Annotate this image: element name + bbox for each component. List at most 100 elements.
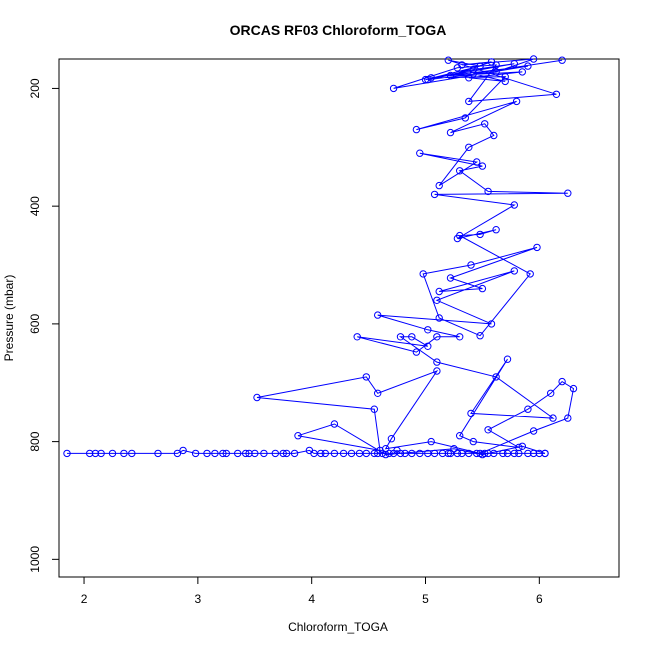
data-point: [245, 449, 253, 458]
data-point: [412, 125, 421, 134]
data-point: [120, 449, 128, 458]
y-axis: 200 400 600 800 1000: [28, 78, 60, 573]
y-tick-label: 800: [28, 431, 42, 451]
data-point: [173, 449, 182, 458]
series-line-1: [67, 449, 545, 454]
data-point: [317, 449, 325, 458]
data-point: [433, 296, 441, 304]
data-point: [446, 274, 455, 282]
data-point: [419, 270, 427, 278]
data-point: [433, 367, 441, 375]
data-point: [453, 234, 462, 243]
data-point: [456, 167, 464, 175]
data-point: [501, 77, 509, 86]
data-point: [564, 189, 572, 197]
data-point: [374, 389, 382, 397]
data-point: [430, 190, 439, 199]
data-point: [446, 71, 455, 80]
data-point: [438, 449, 447, 458]
data-point: [424, 326, 432, 334]
data-point: [492, 68, 500, 76]
data-point: [467, 261, 475, 269]
data-point: [465, 74, 473, 82]
data-point: [512, 97, 521, 106]
x-axis-label: Chloroform_TOGA: [288, 620, 388, 634]
data-point: [535, 449, 543, 458]
data-point: [251, 449, 259, 458]
data-point: [518, 68, 526, 76]
data-point: [330, 449, 339, 458]
data-point: [433, 358, 441, 366]
y-tick-label: 400: [28, 196, 42, 216]
data-point: [469, 70, 477, 78]
data-point: [347, 449, 356, 458]
x-tick-label: 2: [81, 592, 88, 606]
data-point: [154, 449, 162, 458]
data-point: [330, 420, 339, 428]
data-point: [63, 449, 71, 458]
data-point: [478, 162, 487, 170]
data-point: [558, 377, 566, 386]
data-point: [282, 449, 291, 458]
data-point: [374, 311, 382, 319]
data-point: [290, 449, 299, 458]
data-point: [456, 333, 464, 341]
data-point: [421, 75, 430, 84]
data-point: [382, 445, 390, 453]
x-tick-label: 5: [422, 592, 429, 606]
data-point: [444, 449, 452, 458]
data-point: [476, 449, 484, 458]
data-point: [529, 427, 538, 435]
data-point: [279, 449, 287, 458]
data-point: [353, 333, 361, 341]
x-tick-label: 6: [536, 592, 543, 606]
data-point: [450, 445, 458, 453]
data-point: [321, 449, 329, 458]
data-point: [253, 393, 261, 402]
data-point: [461, 114, 469, 122]
data-point: [476, 62, 484, 70]
data-point: [564, 414, 572, 422]
data-point: [524, 449, 532, 458]
data-point: [424, 342, 432, 350]
data-point: [510, 449, 518, 458]
data-point: [526, 270, 534, 278]
data-point: [487, 58, 496, 66]
data-point: [458, 61, 466, 69]
data-point: [294, 432, 302, 440]
data-point: [191, 449, 200, 458]
data-point: [547, 389, 555, 397]
data-point: [478, 284, 487, 293]
data-point: [260, 449, 268, 458]
data-point: [387, 435, 396, 443]
data-point: [484, 187, 492, 196]
data-point: [529, 55, 538, 63]
data-point: [569, 384, 578, 393]
data-point: [433, 333, 441, 341]
data-point: [476, 332, 484, 340]
data-point: [469, 65, 477, 74]
y-tick-label: 200: [28, 78, 42, 98]
data-point: [558, 56, 566, 64]
data-point: [128, 449, 136, 458]
data-point: [476, 230, 484, 239]
data-point: [179, 446, 187, 455]
data-point: [469, 437, 477, 446]
data-point: [242, 449, 250, 458]
data-point: [484, 426, 492, 434]
chart-title: ORCAS RF03 Chloroform_TOGA: [230, 22, 447, 38]
data-point: [515, 443, 523, 452]
data-point: [416, 149, 424, 157]
data-point: [408, 449, 416, 458]
data-point: [510, 60, 518, 68]
data-point: [385, 449, 393, 458]
data-point: [492, 226, 500, 234]
series-line-2: [256, 58, 575, 456]
x-tick-label: 3: [195, 592, 202, 606]
data-point: [465, 97, 473, 106]
data-point: [408, 333, 416, 341]
x-axis: 2 3 4 5 6: [81, 576, 543, 606]
data-point: [456, 432, 464, 440]
data-point: [465, 143, 473, 152]
data-point: [510, 267, 518, 275]
